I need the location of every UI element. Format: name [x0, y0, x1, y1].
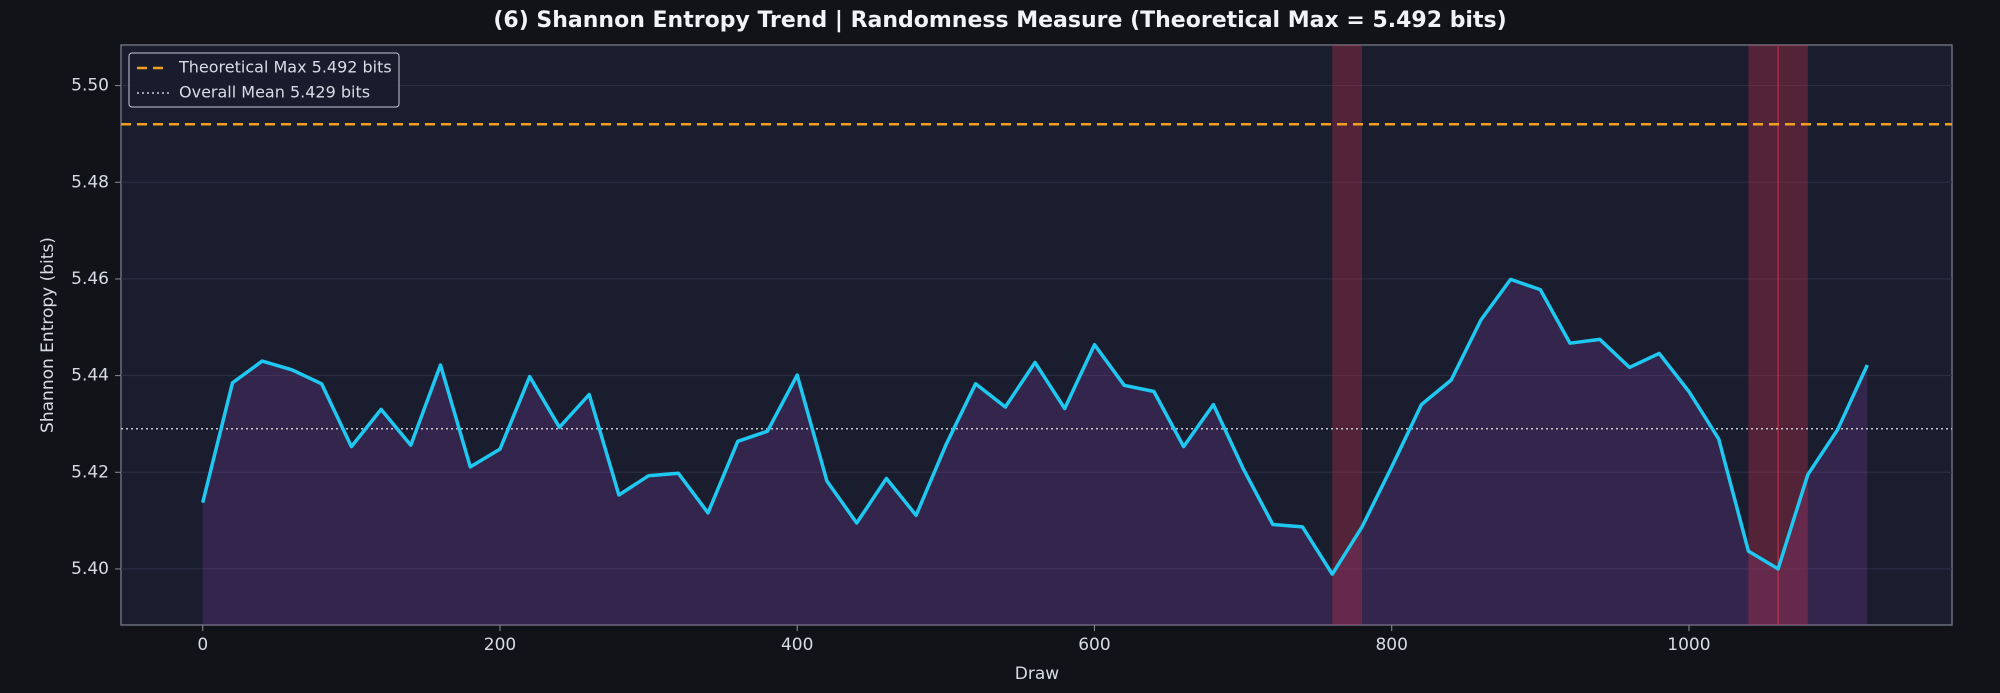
y-tick-label: 5.50 [71, 76, 109, 96]
y-tick-label: 5.44 [71, 366, 109, 386]
line [201, 277, 1869, 576]
x-tick-label: 1000 [1667, 635, 1710, 655]
y-tick-label: 5.48 [71, 172, 109, 192]
x-tick-label: 0 [197, 635, 208, 655]
x-tick-label: 600 [1078, 635, 1110, 655]
x-tick-label: 200 [484, 635, 516, 655]
x-tick-label: 800 [1375, 635, 1407, 655]
legend-box [128, 52, 400, 108]
chart-title: (6) Shannon Entropy Trend | Randomness M… [493, 8, 1506, 33]
y-tick-label: 5.40 [71, 559, 109, 579]
area [202, 279, 1868, 625]
legend-label: Overall Mean 5.429 bits [179, 83, 370, 102]
x-tick-label: 400 [781, 635, 813, 655]
anomaly-span [1332, 45, 1362, 625]
y-tick-label: 5.42 [71, 462, 109, 482]
y-tick-label: 5.46 [71, 269, 109, 289]
plot-area [120, 44, 1953, 626]
x-axis-label: Draw [1015, 664, 1059, 684]
legend-label: Theoretical Max 5.492 bits [178, 58, 392, 77]
y-axis-label: Shannon Entropy (bits) [38, 237, 58, 433]
